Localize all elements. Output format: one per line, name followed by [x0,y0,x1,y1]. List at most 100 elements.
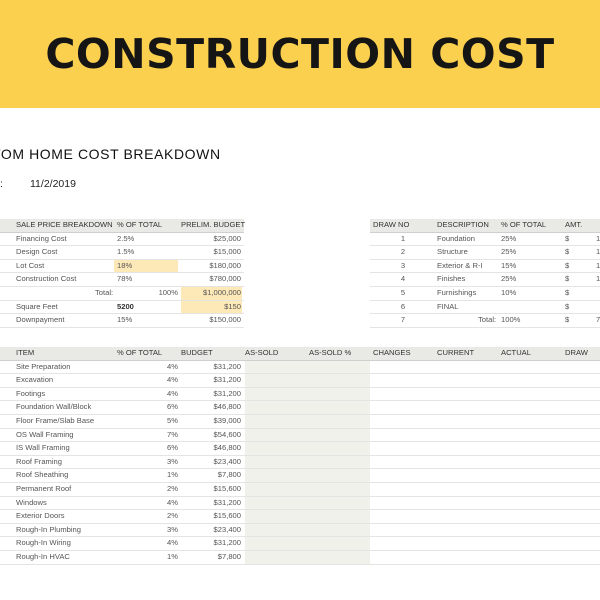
as-sold-cell[interactable] [245,401,370,414]
table-row[interactable]: OS Wall Framing 7% $54,600 [0,428,600,443]
item-pct[interactable]: 1% [167,470,178,480]
draw-total-row: 7 Total: 100% $ 7 [370,314,600,328]
as-sold-cell[interactable] [245,428,370,442]
item-pct[interactable]: 6% [167,402,178,412]
draw-pct[interactable]: 25% [501,274,517,284]
draw-desc[interactable]: Furnishings [437,287,477,297]
item-rows: Site Preparation 4% $31,200 Excavation 4% $31… [0,360,600,565]
item-pct[interactable]: 4% [167,388,178,398]
draw-row[interactable]: 5 Furnishings 10% $ [370,287,600,301]
as-sold-cell[interactable] [245,469,370,482]
draw-pct[interactable]: 25% [501,247,517,257]
table-row[interactable]: Financing Cost 2.5% $25,000 [0,233,244,247]
item-pct[interactable]: 3% [167,456,178,466]
as-sold-cell[interactable] [245,550,370,564]
as-sold-cell[interactable] [245,414,370,428]
square-feet-row[interactable]: Square Feet 5200 $150 [0,300,244,315]
header-description: DESCRIPTION [437,220,489,229]
square-feet-value[interactable]: 5200 [117,301,134,311]
as-sold-cell[interactable] [245,482,370,496]
as-sold-cell[interactable] [245,496,370,510]
item-pct[interactable]: 4% [167,538,178,548]
table-row[interactable]: Design Cost 1.5% $15,000 [0,246,244,260]
draw-no: 3 [400,260,406,270]
draw-desc[interactable]: Exterior & R-I [437,260,483,270]
draw-pct[interactable]: 10% [501,287,517,297]
table-row[interactable]: Exterior Doors 2% $15,600 [0,510,600,524]
item-pct[interactable]: 6% [167,443,178,453]
as-sold-cell[interactable] [245,442,370,455]
item-pct[interactable]: 2% [167,511,178,521]
draw-desc[interactable]: FINAL [437,301,459,311]
table-row[interactable]: Site Preparation 4% $31,200 [0,360,600,375]
table-row[interactable]: Construction Cost 78% $780,000 [0,273,244,287]
as-sold-cell[interactable] [245,523,370,537]
item-name: Rough-In Plumbing [16,524,82,534]
header-changes: CHANGES [373,348,411,357]
draw-desc[interactable]: Foundation [437,233,475,243]
as-sold-cell[interactable] [245,374,370,387]
draw-cur: $ [565,233,570,243]
item-budget: $54,600 [213,429,241,439]
draw-desc[interactable]: Finishes [437,274,466,284]
as-sold-cell[interactable] [245,387,370,401]
row-label: Design Cost [16,247,58,257]
table-row[interactable]: Footings 4% $31,200 [0,387,600,402]
table-row[interactable]: Floor Frame/Slab Base 5% $39,000 [0,414,600,429]
table-row[interactable]: Excavation 4% $31,200 [0,374,600,388]
row-label: Financing Cost [16,233,67,243]
item-pct[interactable]: 4% [167,497,178,507]
date-value[interactable]: 11/2/2019 [30,178,76,190]
draw-amt: 1 [596,260,600,270]
draw-pct[interactable]: 25% [501,233,517,243]
date-label: : [0,178,3,190]
item-name: Site Preparation [16,361,71,371]
header-prelim-budget: PRELIM. BUDGET [181,220,246,229]
as-sold-cell[interactable] [245,510,370,523]
row-pct[interactable]: 78% [117,274,133,284]
item-pct[interactable]: 3% [167,524,178,534]
as-sold-cell[interactable] [245,537,370,550]
item-pct[interactable]: 4% [167,375,178,385]
row-pct[interactable]: 2.5% [117,233,135,243]
draw-row[interactable]: 2 Structure 25% $ 1 [370,246,600,260]
draw-row[interactable]: 6 FINAL $ [370,301,600,315]
draw-desc[interactable]: Structure [437,247,468,257]
draw-amt: 1 [596,274,600,284]
table-row[interactable]: Lot Cost 18% $180,000 [0,259,244,274]
row-budget: $780,000 [209,274,241,284]
item-pct[interactable]: 5% [167,415,178,425]
as-sold-cell[interactable] [245,360,370,374]
item-budget: $7,800 [217,470,241,480]
table-row[interactable]: Windows 4% $31,200 [0,496,600,511]
row-label: Lot Cost [16,260,45,270]
table-row[interactable]: Foundation Wall/Block 6% $46,800 [0,401,600,415]
item-name: Roof Sheathing [16,470,69,480]
draw-pct[interactable]: 15% [501,260,517,270]
downpayment-row[interactable]: Downpayment 15% $150,000 [0,314,244,328]
table-row[interactable]: Roof Sheathing 1% $7,800 [0,469,600,483]
downpayment-pct[interactable]: 15% [117,315,133,325]
row-pct[interactable]: 1.5% [117,247,135,257]
item-pct[interactable]: 2% [167,483,178,493]
table-row[interactable]: Rough-In HVAC 1% $7,800 [0,550,600,565]
item-pct[interactable]: 7% [167,429,178,439]
item-budget: $31,200 [213,375,241,385]
item-budget: $7,800 [217,551,241,561]
draw-row[interactable]: 4 Finishes 25% $ 1 [370,273,600,287]
items-header: ITEM % OF TOTAL BUDGET AS-SOLD AS-SOLD %… [0,347,600,361]
table-row[interactable]: Permanent Roof 2% $15,600 [0,482,600,497]
table-row[interactable]: IS Wall Framing 6% $46,800 [0,442,600,456]
table-row[interactable]: Roof Framing 3% $23,400 [0,455,600,470]
table-row[interactable]: Rough-In Plumbing 3% $23,400 [0,523,600,538]
item-budget: $31,200 [213,361,241,371]
draw-row[interactable]: 1 Foundation 25% $ 1 [370,233,600,247]
item-name: Footings [16,388,46,398]
row-pct[interactable]: 18% [114,259,178,273]
as-sold-cell[interactable] [245,455,370,469]
table-row[interactable]: Rough-In Wiring 4% $31,200 [0,537,600,551]
item-pct[interactable]: 4% [167,361,178,371]
item-pct[interactable]: 1% [167,551,178,561]
draw-row[interactable]: 3 Exterior & R-I 15% $ 1 [370,260,600,274]
draw-cur: $ [565,274,570,284]
